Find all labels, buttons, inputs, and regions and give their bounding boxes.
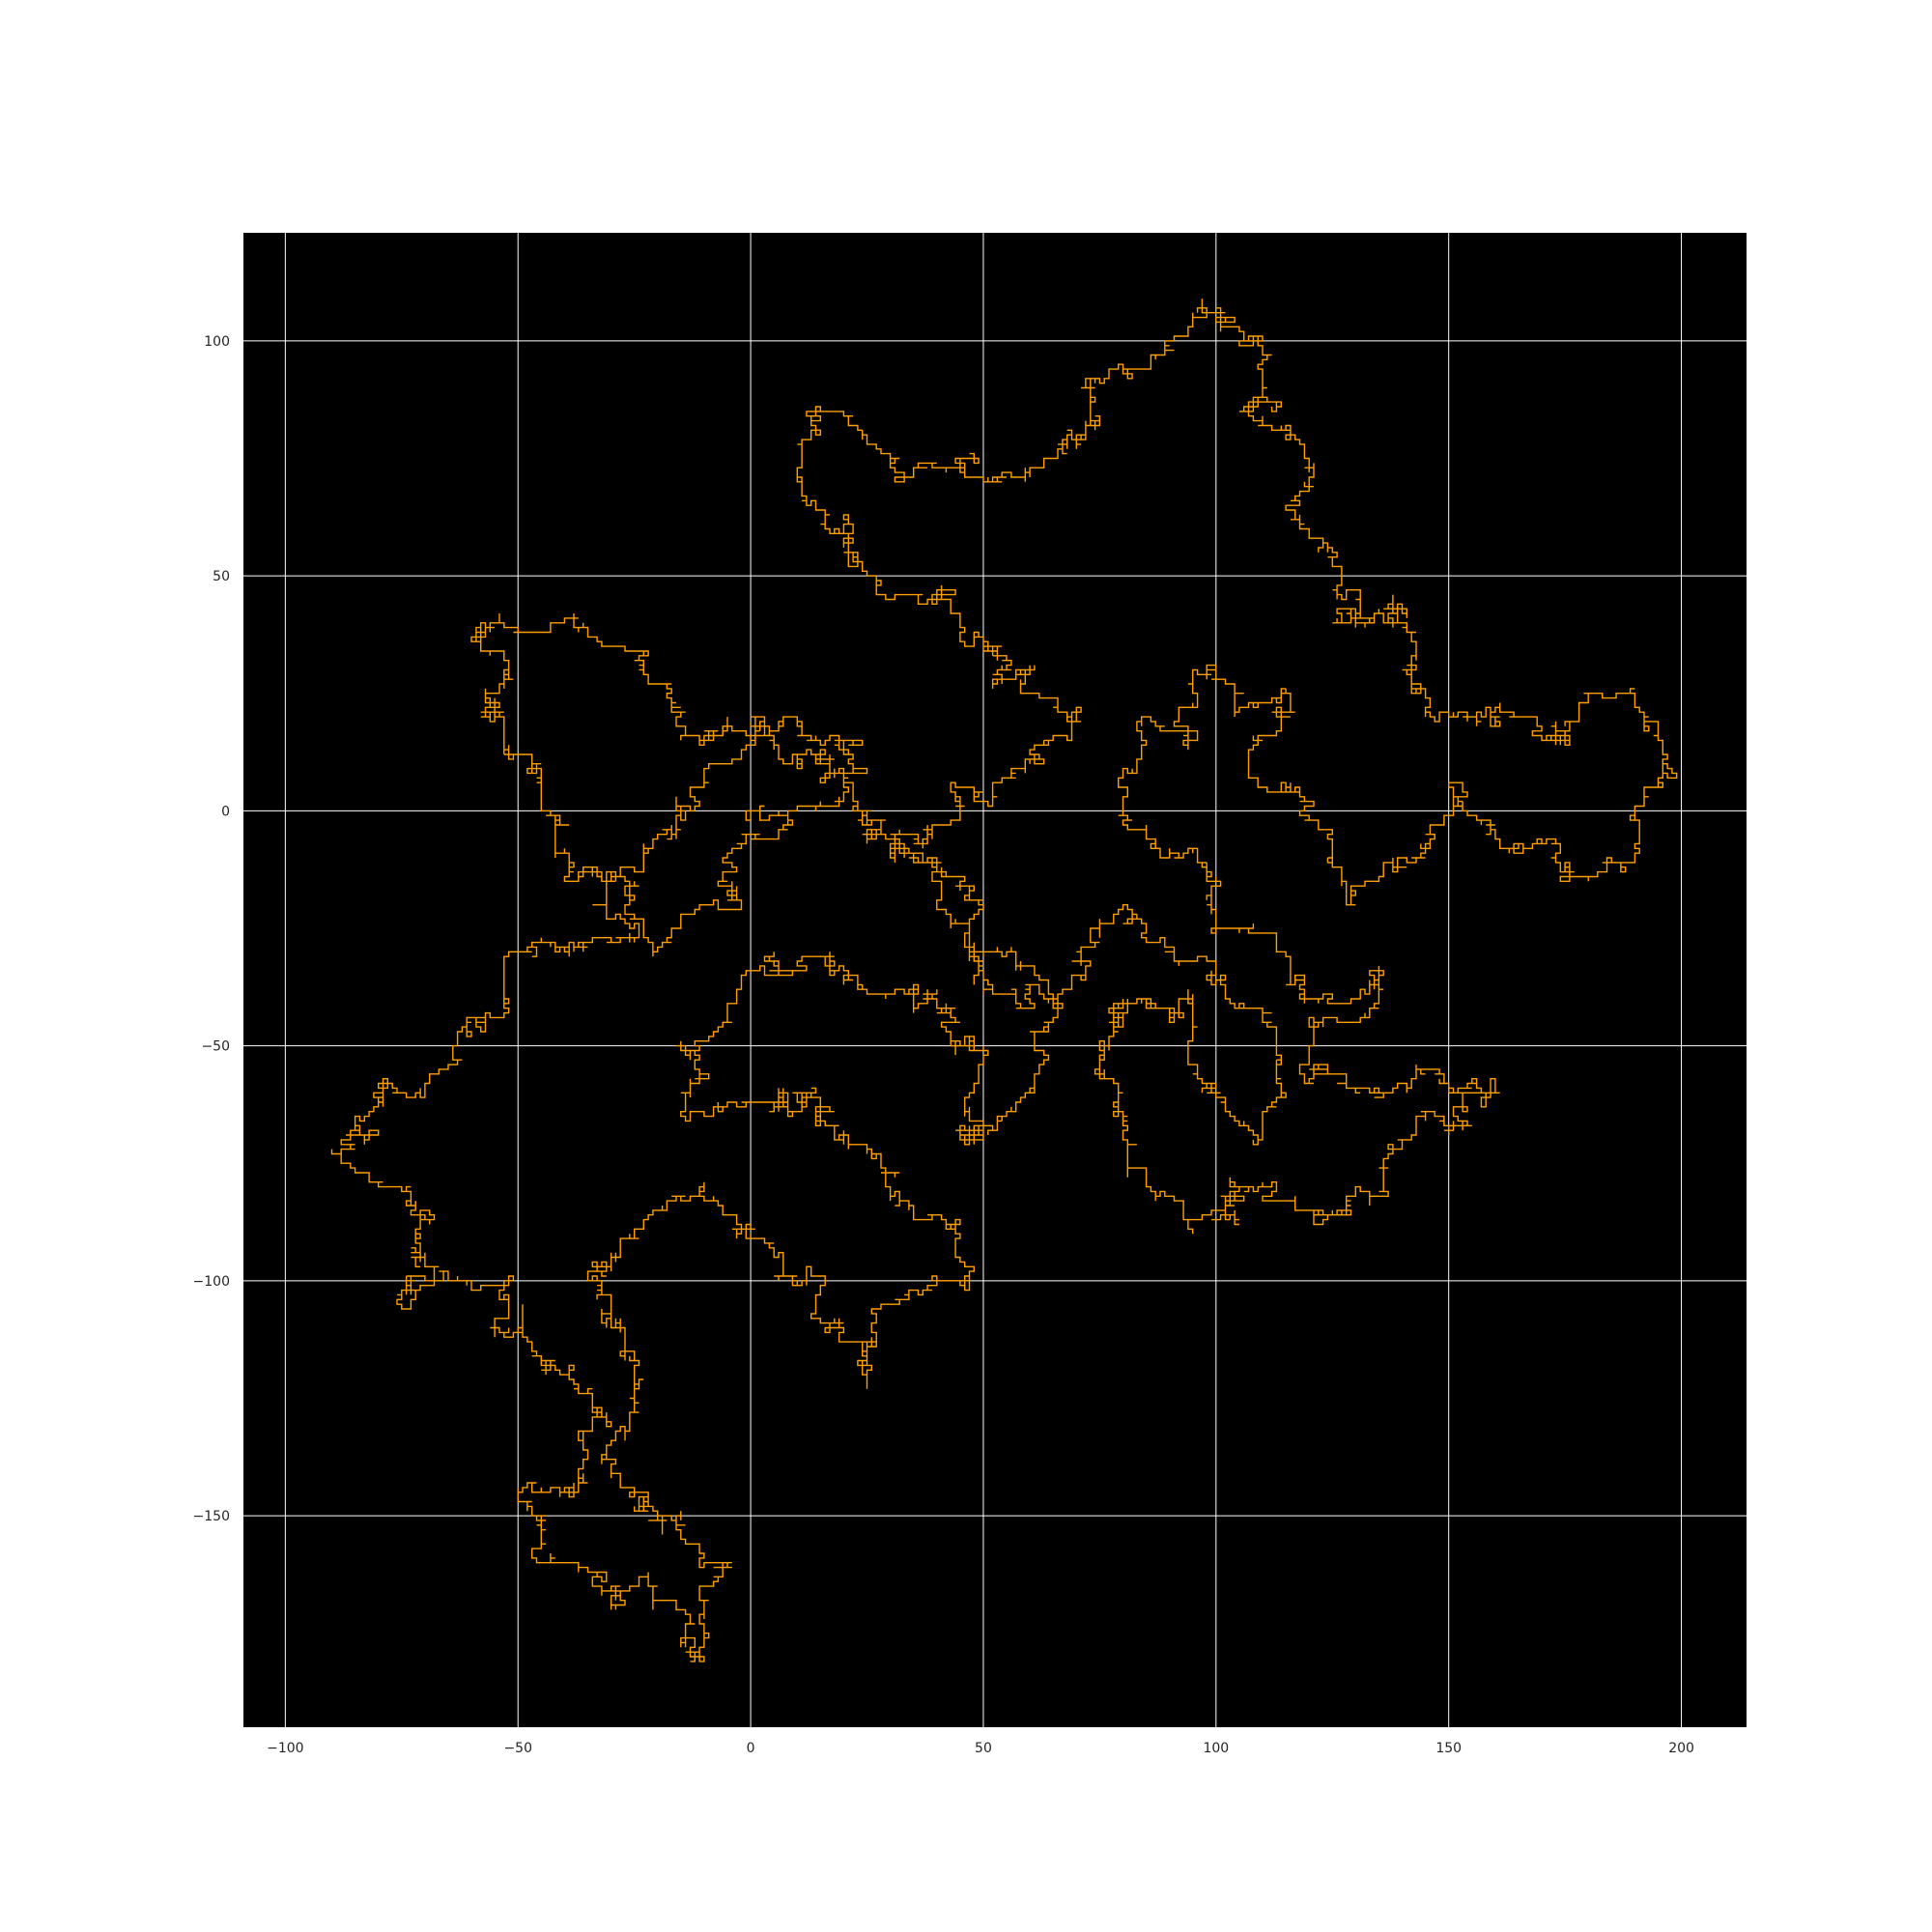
x-tick-label: −100 xyxy=(267,1741,303,1756)
y-tick-label: −50 xyxy=(201,1039,230,1055)
y-tick-label: 0 xyxy=(221,804,230,819)
x-tick-label: −50 xyxy=(503,1741,532,1756)
y-tick-label: −150 xyxy=(193,1509,230,1524)
x-tick-label: 150 xyxy=(1435,1741,1462,1756)
x-tick-label: 0 xyxy=(747,1741,755,1756)
x-tick-label: 200 xyxy=(1668,1741,1694,1756)
y-tick-label: −100 xyxy=(193,1274,230,1290)
x-tick-label: 100 xyxy=(1203,1741,1229,1756)
y-tick-label: 100 xyxy=(204,334,230,350)
x-tick-labels: −100 −50 0 50 100 150 200 xyxy=(267,1741,1694,1756)
walk-series xyxy=(330,298,1678,1662)
walk-path xyxy=(330,298,1678,1662)
plot-background xyxy=(243,233,1747,1727)
y-tick-label: 50 xyxy=(213,569,230,584)
x-tick-label: 50 xyxy=(975,1741,992,1756)
y-tick-labels: 100 50 0 −50 −100 −150 xyxy=(193,334,230,1524)
